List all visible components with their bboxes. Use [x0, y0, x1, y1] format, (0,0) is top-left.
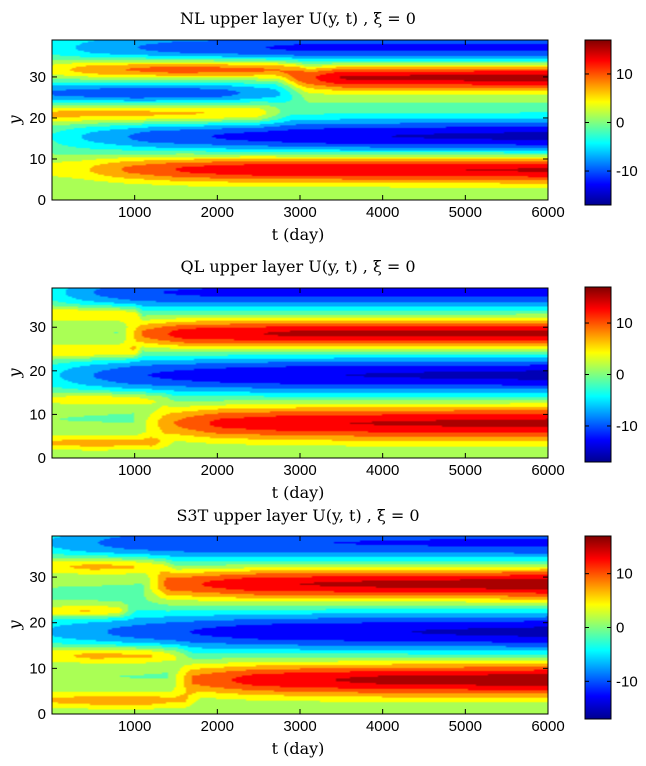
x-tick-label: 5000 [449, 718, 482, 735]
y-axis-ticks: 0 10 20 30 [29, 69, 548, 209]
panel-ql: QL upper layer U(y, t) , ξ = 0 1000 2000 3… [5, 257, 638, 502]
x-tick-label: 3000 [283, 462, 316, 479]
colorbar [584, 39, 612, 206]
colorbar-ticks: -10 0 10 [585, 315, 638, 435]
y-axis-label: y [5, 115, 24, 126]
x-tick-label: 6000 [531, 718, 564, 735]
colorbar-ticks: -10 0 10 [585, 66, 638, 180]
x-tick-label: 4000 [366, 204, 399, 221]
x-tick-label: 3000 [283, 204, 316, 221]
panel-title: NL upper layer U(y, t) , ξ = 0 [180, 9, 416, 28]
x-tick-label: 6000 [531, 204, 564, 221]
colorbar-ticks: -10 0 10 [585, 566, 638, 690]
x-tick-label: 3000 [283, 718, 316, 735]
y-tick-label: 0 [38, 192, 46, 209]
x-tick-label: 1000 [118, 204, 151, 221]
y-tick-label: 20 [29, 110, 46, 127]
x-axis-label: t (day) [272, 225, 325, 244]
x-tick-label: 4000 [366, 718, 399, 735]
colorbar-tick-label: 0 [616, 620, 624, 637]
y-tick-label: 30 [29, 569, 46, 586]
x-tick-label: 4000 [366, 462, 399, 479]
y-tick-label: 30 [29, 319, 46, 336]
y-tick-label: 10 [29, 151, 46, 168]
x-tick-label: 6000 [531, 462, 564, 479]
contour-heatmap [52, 288, 548, 458]
y-tick-label: 0 [38, 450, 46, 467]
x-axis-ticks: 1000 2000 3000 4000 5000 6000 [118, 40, 565, 221]
y-axis-label: y [5, 368, 24, 379]
y-tick-label: 30 [29, 69, 46, 86]
panel-title: QL upper layer U(y, t) , ξ = 0 [180, 257, 415, 276]
contour-heatmap [52, 40, 548, 200]
colorbar-tick-label: -10 [616, 418, 638, 435]
x-tick-label: 1000 [118, 462, 151, 479]
colorbar-tick-label: 10 [616, 566, 633, 583]
colorbar-tick-label: -10 [616, 673, 638, 690]
y-tick-label: 0 [38, 706, 46, 723]
colorbar [584, 535, 612, 720]
x-tick-label: 1000 [118, 718, 151, 735]
colorbar-tick-label: 0 [616, 367, 624, 384]
colorbar [584, 286, 612, 463]
x-tick-label: 2000 [201, 462, 234, 479]
x-axis-ticks: 1000 2000 3000 4000 5000 6000 [118, 536, 565, 735]
x-tick-label: 2000 [201, 204, 234, 221]
x-axis-ticks: 1000 2000 3000 4000 5000 6000 [118, 288, 565, 479]
colorbar-tick-label: -10 [616, 163, 638, 180]
y-axis-label: y [5, 620, 24, 631]
panel-s3t: S3T upper layer U(y, t) , ξ = 0 1000 2000… [5, 506, 638, 758]
x-tick-label: 2000 [201, 718, 234, 735]
colorbar-tick-label: 0 [616, 115, 624, 132]
panel-nl: NL upper layer U(y, t) , ξ = 0 1000 2000 3… [5, 9, 638, 244]
y-axis-ticks: 0 10 20 30 [29, 319, 548, 467]
y-tick-label: 10 [29, 660, 46, 677]
x-axis-label: t (day) [272, 483, 325, 502]
colorbar-tick-label: 10 [616, 315, 633, 332]
colorbar-tick-label: 10 [616, 66, 633, 83]
y-tick-label: 20 [29, 363, 46, 380]
panel-title: S3T upper layer U(y, t) , ξ = 0 [176, 506, 419, 525]
x-tick-label: 5000 [449, 462, 482, 479]
y-axis-ticks: 0 10 20 30 [29, 569, 548, 723]
contour-heatmap [52, 536, 548, 714]
x-tick-label: 5000 [449, 204, 482, 221]
x-axis-label: t (day) [272, 739, 325, 758]
y-tick-label: 20 [29, 615, 46, 632]
y-tick-label: 10 [29, 406, 46, 423]
